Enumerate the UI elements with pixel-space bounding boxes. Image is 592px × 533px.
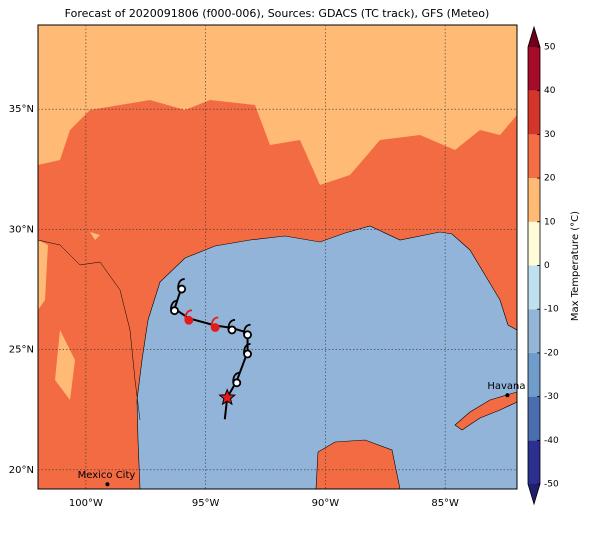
- lon-label: 90°W: [312, 498, 340, 509]
- symbol-arm: [243, 343, 251, 355]
- cool-land: [38, 232, 100, 400]
- colorbar-bin: [528, 221, 540, 266]
- colorbar-tick-label: 20: [544, 174, 556, 184]
- city-dot: [505, 393, 510, 398]
- storm-symbol: [177, 278, 187, 294]
- symbol-arm: [227, 319, 236, 330]
- colorbar-tick-label: 50: [544, 43, 556, 53]
- hurricane-symbol: [184, 309, 194, 325]
- symbol-arm: [184, 309, 192, 321]
- colorbar-over: [528, 27, 540, 47]
- lat-label: 35°N: [9, 104, 34, 115]
- lat-label: 30°N: [9, 224, 34, 235]
- symbol-arm: [177, 278, 185, 290]
- city-label: Havana: [487, 381, 525, 392]
- colorbar-tick-label: 30: [544, 130, 556, 140]
- colorbar-bin: [528, 396, 540, 441]
- colorbar-bin: [528, 90, 540, 135]
- colorbar-bin: [528, 352, 540, 397]
- colorbar-tick-label: 10: [544, 217, 556, 227]
- title: Forecast of 2020091806 (f000-006), Sourc…: [65, 7, 490, 20]
- storm-symbol: [243, 343, 252, 359]
- symbol-arm: [170, 299, 178, 311]
- track-line: [173, 286, 249, 420]
- symbol-eye: [243, 349, 252, 359]
- colorbar-under: [528, 484, 540, 504]
- symbol-arm: [232, 371, 240, 383]
- colorbar-bin: [528, 309, 540, 353]
- colorbar-bin: [528, 134, 540, 179]
- storm-symbol: [243, 323, 252, 340]
- storm-symbol: [170, 299, 179, 316]
- cuba: [454, 391, 517, 431]
- current-position: [218, 388, 237, 406]
- colorbar-tick-label: 0: [544, 261, 550, 271]
- lon-label: 100°W: [69, 498, 103, 509]
- storm-symbol: [227, 319, 237, 335]
- sea: [136, 225, 517, 489]
- hurricane-symbol: [210, 316, 220, 332]
- colorbar-bin: [528, 440, 540, 484]
- lat-label: 25°N: [9, 345, 34, 356]
- symbol-eye: [232, 378, 242, 388]
- colorbar-label: Max Temperature (°C): [570, 211, 581, 321]
- symbol-eye: [177, 284, 187, 294]
- symbol-eye: [184, 315, 194, 325]
- symbol-eye: [243, 330, 252, 340]
- lon-label: 95°W: [192, 498, 220, 509]
- symbol-eye: [210, 323, 220, 332]
- colorbar-bin: [528, 47, 540, 91]
- storm-symbol: [232, 371, 242, 388]
- symbol-eye: [227, 325, 237, 335]
- overlay: Havana Mexico City: [38, 25, 526, 489]
- colorbar-tick-label: -10: [544, 305, 559, 315]
- lat-label: 20°N: [9, 465, 34, 476]
- colorbar-tick-label: -20: [544, 348, 559, 358]
- basemap: [38, 25, 517, 489]
- colorbar-tick-label: -50: [544, 480, 559, 490]
- symbol-arm: [243, 323, 251, 335]
- colorbar-bin: [528, 265, 540, 310]
- border: [38, 239, 141, 421]
- map-frame: [37, 24, 518, 490]
- colorbar-tick-label: 40: [544, 86, 556, 96]
- colorbar-tick-label: -30: [544, 392, 559, 402]
- colorbar-tick-label: -40: [544, 436, 559, 446]
- symbol-eye: [170, 306, 179, 316]
- symbol-arm: [210, 316, 219, 328]
- city-label: Mexico City: [78, 470, 136, 481]
- cool-land: [38, 25, 517, 185]
- colorbar-bin: [528, 178, 540, 222]
- city-dot: [105, 482, 110, 487]
- lon-label: 85°W: [431, 498, 459, 509]
